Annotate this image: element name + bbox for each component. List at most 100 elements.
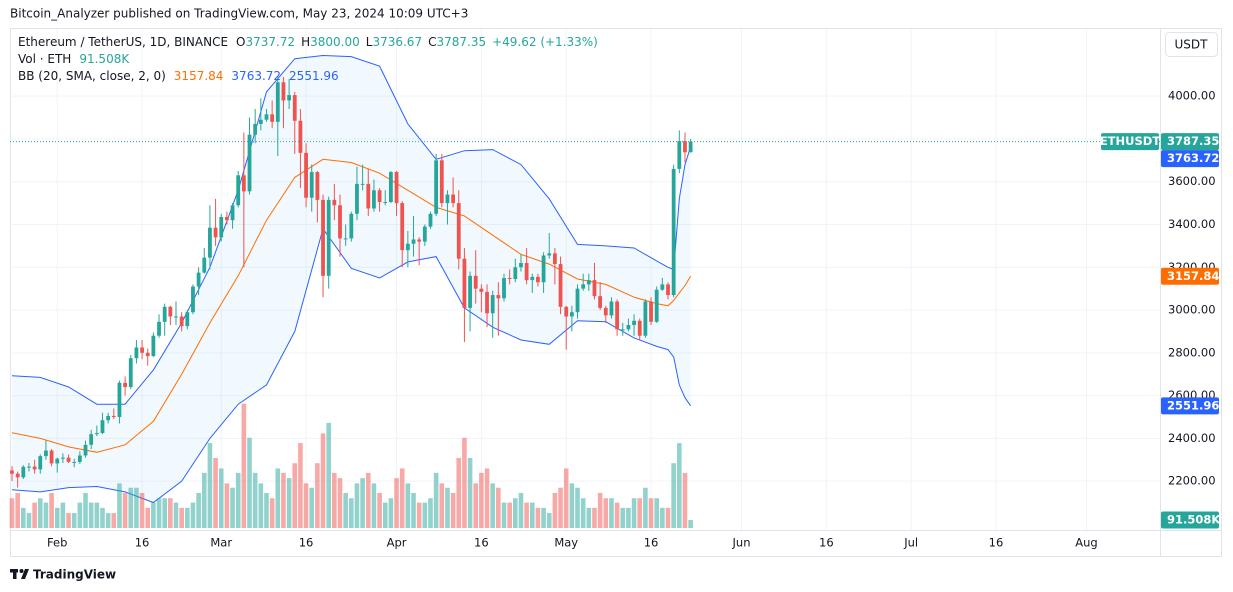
currency-label[interactable]: USDT	[1175, 38, 1209, 52]
volume-bar	[665, 507, 671, 528]
volume-bar	[524, 502, 529, 528]
volume-bar	[513, 498, 518, 528]
x-tick-label: Apr	[387, 536, 407, 550]
change-value: +49.62 (+1.33%)	[492, 35, 598, 49]
candle-body	[77, 455, 82, 462]
volume-bar	[597, 492, 603, 528]
brand-name: TradingView	[33, 568, 116, 582]
bollinger-bands	[11, 54, 692, 504]
volume-bar	[614, 502, 620, 528]
candles	[10, 76, 693, 488]
candle-body	[72, 461, 77, 463]
volume-bar	[43, 502, 49, 528]
candle-body	[179, 316, 184, 327]
bb-title: BB (20, SMA, close, 2, 0)	[18, 69, 166, 83]
volume-bar	[637, 498, 643, 528]
volume-tag-text: 91.508K	[1167, 512, 1221, 526]
volume-bar	[117, 483, 122, 528]
volume-bar	[337, 478, 343, 528]
logo-slash	[21, 569, 29, 579]
c-label: C	[428, 35, 436, 49]
currency-button[interactable]	[1165, 32, 1218, 57]
candle-body	[287, 95, 292, 101]
volume-bar	[394, 478, 399, 528]
volume-bar	[648, 498, 654, 528]
volume-bar	[196, 492, 201, 528]
volume-bar	[15, 492, 20, 528]
candle-body	[683, 141, 687, 153]
volume-bar	[462, 437, 467, 528]
x-tick-label: Jul	[903, 536, 918, 550]
bb-upper-tag	[1161, 150, 1219, 168]
candle-body	[32, 466, 37, 470]
candle-body	[338, 205, 342, 239]
last-price-tag	[1161, 133, 1219, 151]
candle-body	[140, 347, 144, 353]
volume-bar	[241, 403, 247, 528]
candle-body	[360, 183, 365, 185]
volume-bar	[66, 513, 71, 528]
candle-body	[473, 275, 478, 289]
volume-bar	[224, 483, 230, 528]
volume-bar	[292, 463, 298, 528]
candle-body	[541, 255, 546, 283]
candle-body	[315, 172, 320, 200]
candle-body	[258, 119, 263, 124]
candle-body	[174, 316, 178, 318]
volume-title: Vol · ETH	[18, 52, 71, 66]
candle-body	[405, 243, 410, 251]
y-tick-label: 3400.00	[1168, 217, 1216, 231]
candle-body	[400, 203, 405, 251]
x-tick-label: Aug	[1075, 536, 1097, 550]
volume-bar	[156, 498, 162, 528]
candle-body	[38, 456, 43, 470]
candle-body	[552, 253, 557, 265]
candle-body	[496, 295, 501, 299]
volume-bar	[139, 492, 145, 528]
volume-bar	[541, 507, 546, 528]
candle-body	[326, 199, 331, 276]
volume-bar	[388, 498, 394, 528]
volume-bar	[552, 492, 558, 528]
h-label: H	[301, 35, 310, 49]
candle-body	[247, 134, 252, 192]
y-tick-label: 2400.00	[1168, 431, 1216, 445]
candle-body	[383, 202, 388, 204]
volume-bar	[416, 502, 422, 528]
legend-volume: Vol · ETH 91.508K	[18, 52, 130, 66]
volume-bar	[569, 483, 575, 528]
candle-body	[270, 114, 275, 122]
low-value: 3736.67	[372, 35, 422, 49]
candle-body	[292, 95, 297, 121]
candle-body	[660, 284, 665, 290]
bb-upper-line	[11, 54, 692, 405]
candle-body	[377, 190, 382, 203]
overlay: ETHUSDT 3787.35 3763.72 3157.84 2551.96 91.50…	[10, 133, 1221, 529]
volume-bar	[428, 498, 433, 528]
volume-bar	[626, 507, 631, 528]
candle-body	[632, 320, 636, 326]
volume-bar	[275, 468, 281, 528]
candle-body	[615, 301, 620, 330]
x-tick-label: 16	[644, 536, 659, 550]
candle-body	[94, 433, 99, 435]
volume-bar	[83, 492, 88, 528]
volume-bar	[247, 437, 252, 528]
candle-body	[241, 175, 246, 192]
volume-bar	[145, 507, 151, 528]
volume-bar	[168, 498, 173, 528]
candle-body	[151, 335, 156, 357]
candle-body	[422, 226, 427, 242]
volume-bar	[190, 502, 196, 528]
volume-bar	[88, 502, 94, 528]
legend-bb: BB (20, SMA, close, 2, 0) 3157.84 3763.72 2…	[18, 69, 339, 83]
candle-body	[185, 312, 190, 327]
candle-body	[507, 277, 512, 280]
y-tick-label: 2800.00	[1168, 345, 1216, 359]
volume-bar	[682, 472, 688, 528]
candle-body	[439, 160, 444, 204]
x-tick-label: May	[554, 536, 578, 550]
candle-body	[569, 312, 574, 317]
volume-bar	[654, 498, 659, 528]
